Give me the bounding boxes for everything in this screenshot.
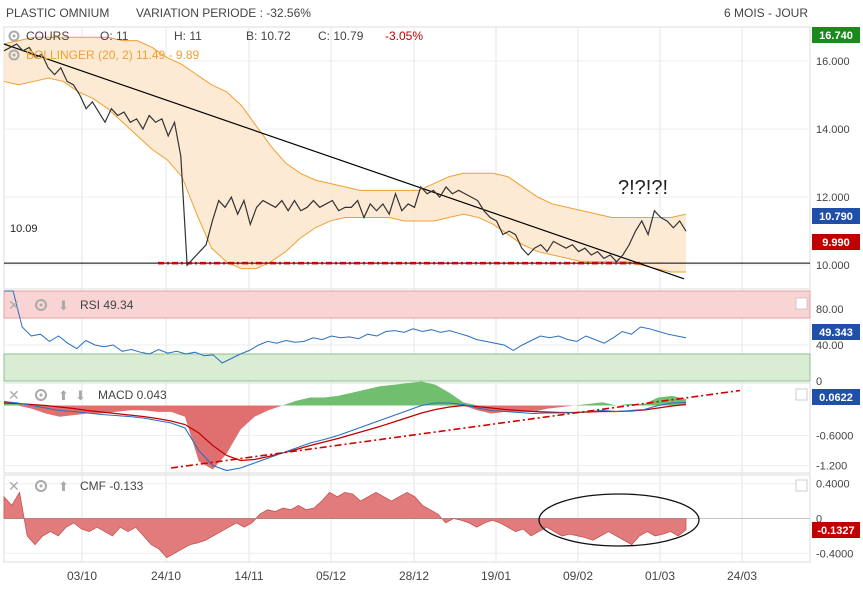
gear-icon[interactable] — [35, 299, 47, 311]
arrow-up-icon[interactable]: ⬆ — [58, 388, 69, 403]
gear-icon[interactable] — [8, 30, 20, 42]
rsi-oversold-zone — [3, 353, 811, 382]
gear-icon[interactable] — [35, 480, 47, 492]
badge-macd: 0.0622 — [812, 389, 860, 405]
svg-text:10.790: 10.790 — [819, 211, 853, 223]
high-value: H: 11 — [174, 29, 202, 43]
cmf-y-tick-label: 0 — [816, 514, 822, 526]
x-tick-label: 05/12 — [316, 569, 346, 583]
rsi-line — [4, 290, 687, 364]
period-selector[interactable]: 6 MOIS - JOUR — [724, 6, 809, 20]
macd-checkbox[interactable] — [795, 388, 808, 401]
gear-icon[interactable] — [8, 49, 20, 61]
badge-rsi: 49.343 — [812, 324, 860, 340]
bollinger-band-fill — [4, 37, 686, 272]
cmf-checkbox[interactable] — [795, 479, 808, 492]
bollinger-lower-line — [3, 77, 686, 273]
rsi-y-tick-label: 40.00 — [816, 340, 844, 352]
x-tick-label: 14/11 — [234, 569, 263, 583]
cmf-legend: ✕ ⬆ CMF -0.133 — [8, 478, 808, 494]
close-value: C: 10.79 — [318, 29, 364, 43]
x-tick-label: 19/01 — [481, 569, 511, 583]
price-legend: COURS O: 11 H: 11 B: 10.72 C: 10.79 -3.0… — [8, 29, 423, 62]
macd-y-tick-label: -0.6000 — [816, 431, 853, 443]
price-line — [3, 43, 687, 267]
period-variation: VARIATION PERIODE : -32.56% — [136, 6, 311, 20]
svg-text:49.343: 49.343 — [819, 327, 853, 339]
support-label: 10.09 — [10, 223, 38, 235]
rsi-checkbox[interactable] — [795, 297, 808, 310]
badge-cmf: -0.1327 — [812, 522, 860, 538]
svg-text:0.0622: 0.0622 — [819, 392, 853, 404]
cmf-area — [3, 491, 687, 559]
annotation-question: ?!?!?! — [618, 177, 668, 199]
cmf-y-tick-label: 0.4000 — [816, 479, 850, 491]
x-tick-label: 24/10 — [151, 569, 181, 583]
price-y-tick-label: 10.000 — [816, 260, 850, 272]
arrow-down-icon[interactable]: ⬇ — [75, 388, 86, 403]
macd-y-tick-label: -1.200 — [816, 461, 847, 473]
x-tick-label: 01/03 — [645, 569, 675, 583]
svg-text:9.990: 9.990 — [822, 237, 850, 249]
arrow-up-icon[interactable]: ⬆ — [58, 479, 69, 494]
price-y-tick-label: 16.000 — [816, 56, 850, 68]
x-tick-label: 28/12 — [399, 569, 429, 583]
macd-trendline — [170, 389, 741, 469]
macd-legend: ✕ ⬆ ⬇ MACD 0.043 — [8, 387, 808, 403]
rsi-y-tick-label: 80.00 — [816, 304, 844, 316]
bollinger-upper-line — [3, 36, 687, 219]
rsi-label: RSI 49.34 — [80, 298, 134, 312]
macd-histogram-positive — [4, 381, 686, 406]
rsi-legend: ✕ ⬇ RSI 49.34 — [8, 297, 808, 313]
price-y-tick-label: 14.000 — [816, 124, 850, 136]
badge-last: 10.790 — [812, 208, 860, 224]
svg-text:-0.1327: -0.1327 — [817, 525, 854, 537]
change-value: -3.05% — [385, 29, 423, 43]
price-y-tick-label: 12.000 — [816, 192, 850, 204]
price-trendline — [3, 43, 685, 280]
arrow-down-icon[interactable]: ⬇ — [58, 298, 69, 313]
cmf-y-tick-label: -0.4000 — [816, 548, 853, 560]
x-tick-label: 03/10 — [67, 569, 97, 583]
x-tick-label: 24/03 — [727, 569, 757, 583]
close-icon[interactable]: ✕ — [8, 478, 20, 494]
badge-support: 9.990 — [812, 234, 860, 250]
rsi-overbought-zone — [3, 290, 811, 319]
chart-title: PLASTIC OMNIUM — [6, 6, 110, 20]
close-icon[interactable]: ✕ — [8, 297, 20, 313]
close-icon[interactable]: ✕ — [8, 387, 20, 403]
open-value: O: 11 — [100, 29, 129, 43]
gear-icon[interactable] — [35, 389, 47, 401]
rsi-y-tick-label: 0 — [816, 376, 822, 388]
badge-top: 16.740 — [812, 27, 860, 43]
low-value: B: 10.72 — [246, 29, 291, 43]
x-tick-label: 09/02 — [563, 569, 593, 583]
cours-label: COURS — [26, 29, 69, 43]
cmf-label: CMF -0.133 — [80, 479, 144, 493]
macd-label: MACD 0.043 — [98, 388, 167, 402]
svg-text:16.740: 16.740 — [819, 30, 853, 42]
bollinger-label: BOLLINGER (20, 2) 11.49 - 9.89 — [26, 48, 200, 62]
cmf-highlight-ellipse — [538, 493, 700, 547]
